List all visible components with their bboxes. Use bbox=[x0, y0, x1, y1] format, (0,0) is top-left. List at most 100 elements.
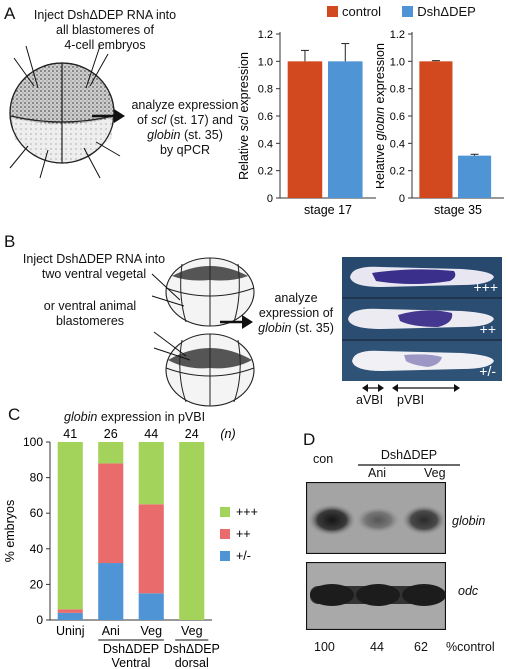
y-tick-label: 1.2 bbox=[258, 29, 273, 41]
blot-label-globin: globin bbox=[452, 514, 486, 528]
percent-con: 100 bbox=[314, 640, 335, 654]
stacked-bar-segment bbox=[57, 609, 83, 613]
legend-swatch-control bbox=[327, 6, 338, 17]
avbi-label: aVBI bbox=[356, 393, 384, 407]
blot-label-odc: odc bbox=[458, 584, 479, 598]
analyze-instructions-b: analyze expression of globin (st. 35) bbox=[258, 291, 334, 335]
panel-label-d: D bbox=[303, 430, 316, 449]
eight-cell-embryo-animal bbox=[153, 331, 255, 407]
panel-label-a: A bbox=[4, 4, 16, 23]
stacked-bar-segment bbox=[57, 442, 83, 610]
y-axis-label: % embryos bbox=[3, 500, 17, 563]
blot-globin bbox=[306, 482, 446, 554]
bar-dsh bbox=[328, 61, 363, 199]
or-instructions-b: or ventral animal blastomeres bbox=[43, 299, 137, 328]
n-value-label: 24 bbox=[185, 427, 199, 441]
legend-label: +++ bbox=[236, 505, 258, 519]
y-tick-label: 20 bbox=[30, 577, 44, 591]
group-label: dorsal bbox=[175, 656, 209, 668]
eight-cell-embryo-illustrations bbox=[151, 257, 255, 407]
panel-label-c: C bbox=[8, 405, 21, 424]
legend-label: +/- bbox=[236, 549, 251, 563]
y-tick-label: 1.0 bbox=[390, 56, 405, 68]
bar-control bbox=[419, 61, 453, 199]
y-tick-label: 0.2 bbox=[258, 166, 273, 178]
lane-header-veg: Veg bbox=[424, 466, 446, 480]
y-tick-label: 0.6 bbox=[390, 111, 405, 123]
x-category-label: Veg bbox=[140, 624, 162, 638]
stacked-bar-segment bbox=[57, 612, 83, 620]
legend-label: ++ bbox=[236, 527, 251, 541]
x-category-label: stage 17 bbox=[304, 203, 352, 217]
y-tick-label: 1.0 bbox=[258, 56, 273, 68]
bar-chart-scl: Relative scl expression 0 0.2 0.4 0.6 0.8 1.0 1… bbox=[237, 29, 376, 217]
y-tick-label: 1.2 bbox=[390, 29, 405, 41]
stacked-bar-segment bbox=[179, 442, 205, 620]
legend-swatch-dsh bbox=[402, 6, 414, 17]
staining-label-medium: ++ bbox=[479, 321, 496, 337]
lane-header-con: con bbox=[313, 452, 334, 466]
lane-header-group: DshΔDEP bbox=[380, 448, 438, 462]
y-tick-label: 0.4 bbox=[390, 138, 405, 150]
stacked-bar-segment bbox=[138, 504, 164, 594]
chart-legend: control DshΔDEP bbox=[327, 4, 476, 19]
stacked-bar-segment bbox=[138, 442, 164, 505]
y-tick-label: 100 bbox=[23, 435, 43, 449]
pvbi-label: pVBI bbox=[397, 393, 425, 407]
group-bracket-line bbox=[358, 464, 460, 466]
group-label: Ventral bbox=[112, 656, 151, 668]
y-tick-label: 0 bbox=[267, 193, 273, 205]
y-tick-label: 0.8 bbox=[390, 84, 405, 96]
legend-swatch bbox=[220, 507, 230, 517]
inject-instructions-a: Inject DshΔDEP RNA into all blastomeres … bbox=[33, 8, 177, 52]
lane-header-ani: Ani bbox=[368, 466, 387, 480]
y-tick-label: 0.6 bbox=[258, 111, 273, 123]
panel-c-title: globin expression in pVBI bbox=[64, 410, 206, 424]
bar-dsh bbox=[458, 155, 492, 198]
y-axis-label: Relative scl expression bbox=[237, 52, 251, 180]
y-tick-label: 0.4 bbox=[258, 138, 273, 150]
y-tick-label: 0 bbox=[36, 613, 43, 627]
n-value-label: 41 bbox=[63, 427, 77, 441]
eight-cell-embryo-vegetal bbox=[151, 257, 255, 327]
y-tick-label: 0.2 bbox=[390, 166, 405, 178]
embryo-photo-images bbox=[342, 257, 502, 381]
n-value-label: 26 bbox=[104, 427, 118, 441]
stacked-bar-segment bbox=[98, 463, 124, 564]
x-category-label: stage 35 bbox=[434, 203, 482, 217]
y-tick-label: 0.8 bbox=[258, 84, 273, 96]
group-label: DshΔDEP bbox=[103, 642, 159, 656]
stacked-bar-segment bbox=[98, 442, 124, 464]
group-label: DshΔDEP bbox=[164, 642, 220, 656]
stacked-bar-segment bbox=[138, 593, 164, 620]
n-value-label: 44 bbox=[144, 427, 158, 441]
legend-swatch bbox=[220, 529, 230, 539]
y-axis-label: Relative globin expression bbox=[376, 43, 387, 189]
y-tick-label: 80 bbox=[30, 471, 44, 485]
legend-label-dsh: DshΔDEP bbox=[417, 4, 476, 19]
panel-label-b: B bbox=[4, 232, 16, 251]
arrow-right-icon bbox=[92, 109, 125, 123]
percent-ani: 44 bbox=[370, 640, 384, 654]
y-tick-label: 40 bbox=[30, 542, 44, 556]
staining-label-strong: +++ bbox=[473, 279, 498, 295]
percent-control-label: %control bbox=[446, 640, 495, 654]
y-tick-label: 0 bbox=[399, 193, 405, 205]
stacked-bar-segment bbox=[98, 563, 124, 620]
x-category-label: Uninj bbox=[56, 624, 85, 638]
n-unit-label: (n) bbox=[220, 427, 235, 441]
stained-embryo-photos: +++ ++ +/- bbox=[342, 257, 502, 381]
percent-veg: 62 bbox=[414, 640, 428, 654]
bar-chart-globin: Relative globin expression 0 0.2 0.4 0.6 0.8 1… bbox=[376, 29, 504, 217]
analyze-instructions-a: analyze expression of scl (st. 17) and g… bbox=[131, 98, 239, 157]
x-category-label: Ani bbox=[102, 624, 120, 638]
x-category-label: Veg bbox=[181, 624, 203, 638]
legend-swatch bbox=[220, 551, 230, 561]
y-tick-label: 60 bbox=[30, 506, 44, 520]
arrow-right-icon-b bbox=[220, 315, 253, 329]
blot-odc bbox=[306, 562, 446, 630]
inject-instructions-b: Inject DshΔDEP RNA into two ventral vege… bbox=[22, 252, 166, 281]
stacked-bar-chart-globin: % embryos 0 20 40 60 80 100 41 Uninj 26 Ani 44 Veg 24… bbox=[3, 427, 258, 668]
staining-label-weak: +/- bbox=[479, 363, 496, 379]
legend-label-control: control bbox=[342, 4, 382, 19]
